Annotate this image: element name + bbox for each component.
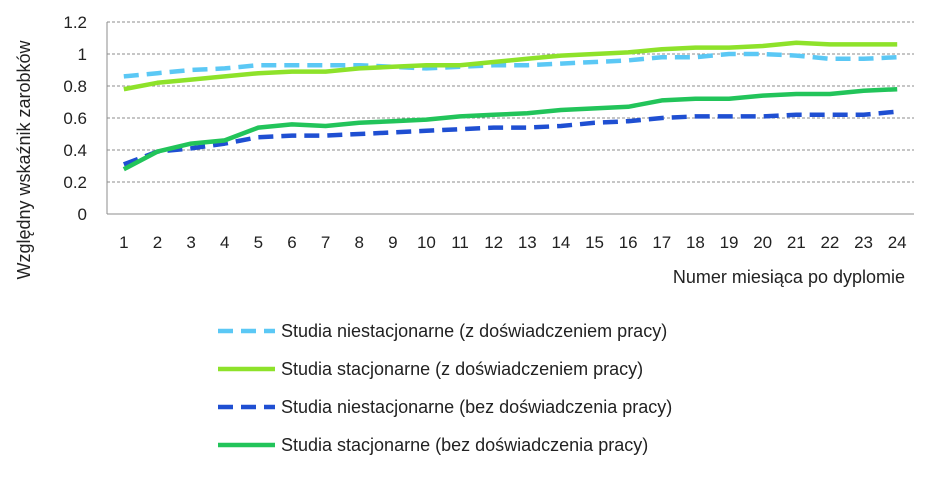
y-tick-label: 1 (78, 45, 87, 64)
y-tick-label: 0.4 (63, 141, 87, 160)
y-tick-label: 1.2 (63, 13, 87, 32)
series-line-4 (122, 86, 898, 172)
grid-lines (107, 21, 914, 183)
x-tick-label: 16 (619, 233, 638, 252)
x-tick-label: 9 (388, 233, 397, 252)
series-line-2 (123, 40, 898, 92)
x-tick-label: 20 (753, 233, 772, 252)
x-tick-label: 12 (484, 233, 503, 252)
series-line-3 (122, 109, 898, 167)
y-tick-label: 0.6 (63, 109, 87, 128)
x-tick-label: 1 (119, 233, 128, 252)
x-tick-label: 4 (220, 233, 229, 252)
x-tick-label: 6 (287, 233, 296, 252)
y-tick-label: 0 (78, 205, 87, 224)
x-tick-label: 15 (585, 233, 604, 252)
x-tick-label: 17 (652, 233, 671, 252)
series-line-1 (123, 51, 898, 79)
series-lines (122, 40, 898, 172)
y-axis-label: Względny wskaźnik zarobków (14, 39, 34, 279)
legend-label: Studia niestacjonarne (bez doświadczenia… (281, 397, 672, 417)
x-tick-label: 23 (854, 233, 873, 252)
x-tick-label: 22 (820, 233, 839, 252)
x-tick-label: 14 (551, 233, 570, 252)
x-tick-label: 11 (451, 233, 469, 252)
x-tick-label: 2 (153, 233, 162, 252)
x-tick-label: 3 (186, 233, 195, 252)
x-tick-label: 8 (354, 233, 363, 252)
legend: Studia niestacjonarne (z doświadczeniem … (218, 321, 672, 455)
legend-label: Studia stacjonarne (z doświadczeniem pra… (281, 359, 643, 379)
legend-label: Studia stacjonarne (bez doświadczenia pr… (281, 435, 648, 455)
y-tick-label: 0.2 (63, 173, 87, 192)
x-tick-label: 21 (787, 233, 806, 252)
legend-label: Studia niestacjonarne (z doświadczeniem … (281, 321, 667, 341)
x-tick-label: 18 (686, 233, 705, 252)
x-tick-label: 5 (254, 233, 263, 252)
axes: 00.20.40.60.811.21 2 3 4 5 6 7 8 9 10 11 12 13 14 15 16… (14, 13, 914, 287)
x-tick-label: 13 (518, 233, 537, 252)
y-tick-label: 0.8 (63, 77, 87, 96)
x-tick-label: 7 (321, 233, 330, 252)
x-tick-label: 19 (720, 233, 739, 252)
x-tick-label: 10 (417, 233, 436, 252)
x-axis-label: Numer miesiąca po dyplomie (673, 267, 905, 287)
x-tick-label: 24 (888, 233, 907, 252)
